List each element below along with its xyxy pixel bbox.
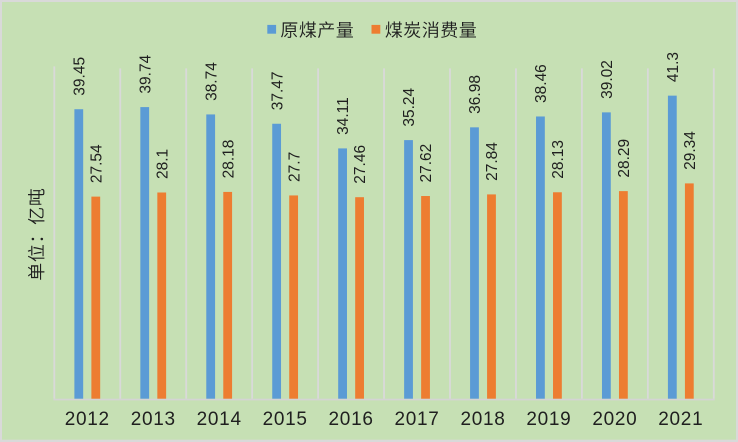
svg-text:2012: 2012: [65, 409, 110, 430]
svg-text:34.11: 34.11: [335, 97, 352, 135]
svg-text:2019: 2019: [526, 409, 571, 430]
svg-text:28.13: 28.13: [550, 140, 567, 179]
svg-text:39.74: 39.74: [137, 54, 154, 93]
svg-text:2021: 2021: [658, 409, 703, 430]
svg-text:2016: 2016: [329, 409, 374, 430]
svg-text:36.98: 36.98: [467, 75, 484, 114]
svg-text:35.24: 35.24: [401, 87, 418, 126]
svg-text:27.7: 27.7: [286, 152, 303, 182]
svg-text:38.74: 38.74: [203, 62, 220, 101]
svg-text:37.47: 37.47: [269, 71, 286, 110]
svg-text:2014: 2014: [197, 409, 242, 430]
svg-text:27.46: 27.46: [352, 145, 369, 184]
svg-text:2017: 2017: [394, 409, 439, 430]
svg-text:28.18: 28.18: [220, 140, 237, 179]
svg-text:27.62: 27.62: [418, 144, 435, 183]
svg-text:39.45: 39.45: [71, 57, 88, 96]
svg-text:2020: 2020: [592, 409, 637, 430]
svg-text:27.54: 27.54: [88, 144, 105, 183]
svg-text:29.34: 29.34: [682, 131, 699, 170]
svg-text:28.29: 28.29: [616, 139, 633, 178]
svg-text:39.02: 39.02: [599, 60, 616, 99]
svg-text:27.84: 27.84: [484, 142, 501, 181]
svg-text:2018: 2018: [460, 409, 505, 430]
svg-text:2015: 2015: [263, 409, 308, 430]
svg-text:41.3: 41.3: [665, 52, 682, 82]
svg-text:38.46: 38.46: [533, 64, 550, 103]
svg-text:28.1: 28.1: [154, 149, 171, 179]
svg-text:2013: 2013: [131, 409, 176, 430]
